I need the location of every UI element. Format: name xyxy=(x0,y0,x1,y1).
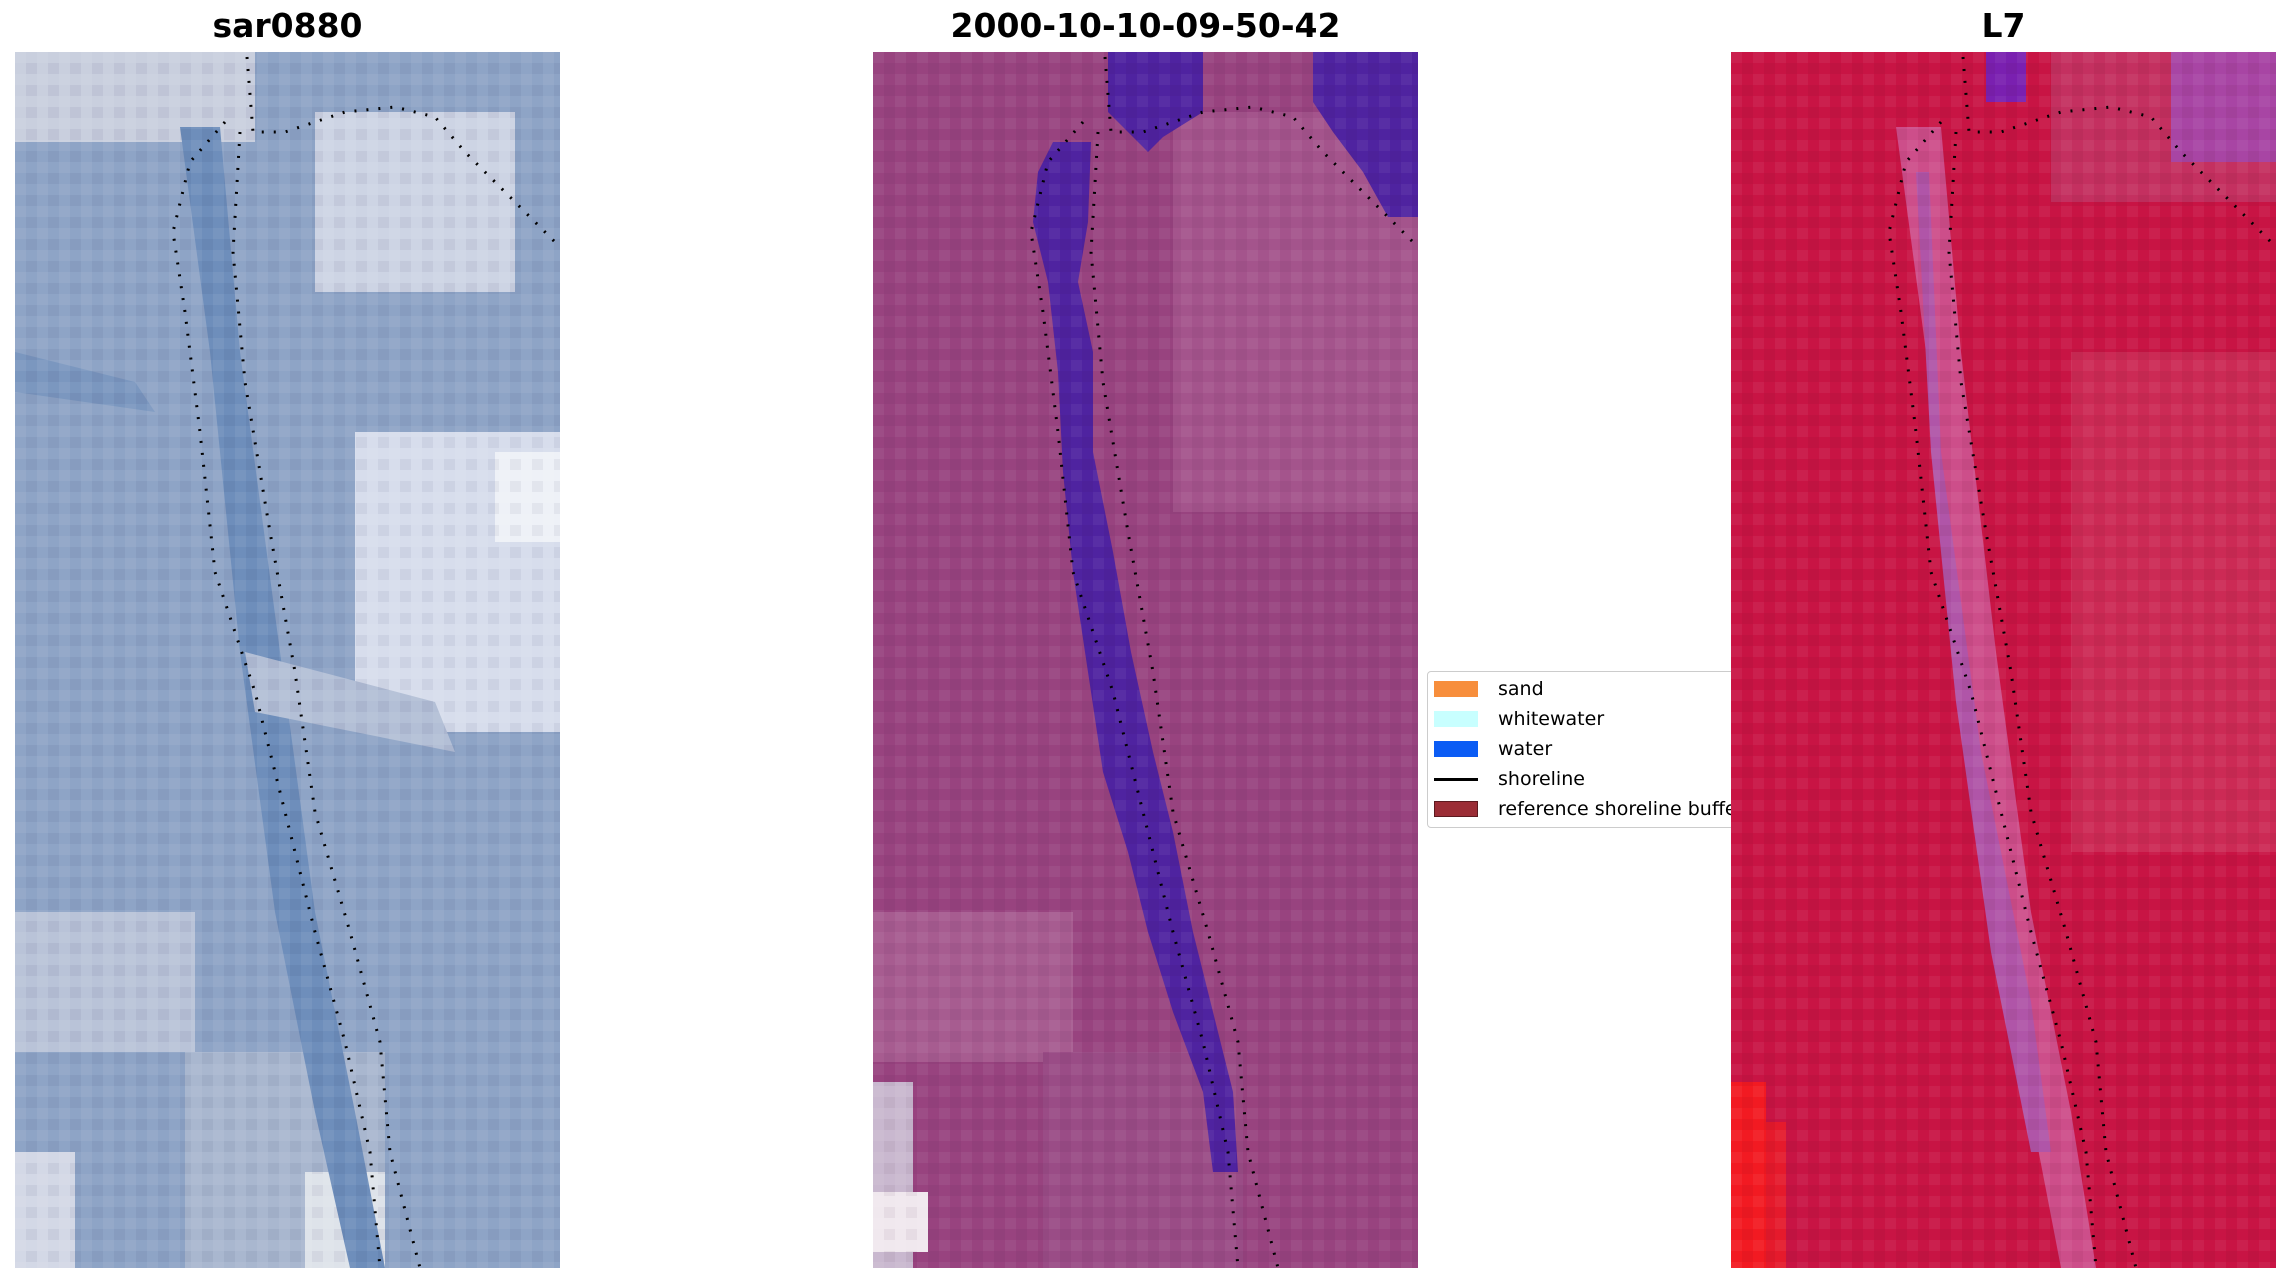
water-swatch xyxy=(1434,741,1478,757)
shoreline-dots xyxy=(245,56,557,244)
classified-image-panel xyxy=(873,52,1418,1268)
panel-title-l7: L7 xyxy=(1981,6,2026,45)
buffer-swatch xyxy=(1434,801,1478,817)
whitewater-swatch xyxy=(1434,711,1478,727)
legend-item-sand: sand xyxy=(1434,677,1544,701)
shoreline-line-swatch xyxy=(1434,777,1478,781)
shoreline-dots xyxy=(1961,56,2273,244)
legend: sand whitewater water shoreline referenc… xyxy=(1427,671,1747,828)
panel-title-classified: 2000-10-10-09-50-42 xyxy=(950,6,1341,45)
legend-label: sand xyxy=(1498,678,1544,700)
legend-label: shoreline xyxy=(1498,768,1585,790)
rgb-satellite-image xyxy=(15,52,560,1268)
legend-item-water: water xyxy=(1434,737,1552,761)
classified-image xyxy=(873,52,1418,1268)
l7-index-image xyxy=(1731,52,2276,1268)
legend-item-shoreline: shoreline xyxy=(1434,767,1585,791)
panel-title-rgb: sar0880 xyxy=(212,6,363,45)
l7-image-panel xyxy=(1731,52,2276,1268)
rgb-image-panel xyxy=(15,52,560,1268)
legend-item-whitewater: whitewater xyxy=(1434,707,1604,731)
legend-label: whitewater xyxy=(1498,708,1605,730)
shoreline-dots xyxy=(1103,56,1415,244)
sand-swatch xyxy=(1434,681,1478,697)
legend-label: water xyxy=(1498,738,1553,760)
legend-label: reference shoreline buffer xyxy=(1498,798,1745,820)
legend-item-reference-buffer: reference shoreline buffer xyxy=(1434,797,1744,821)
